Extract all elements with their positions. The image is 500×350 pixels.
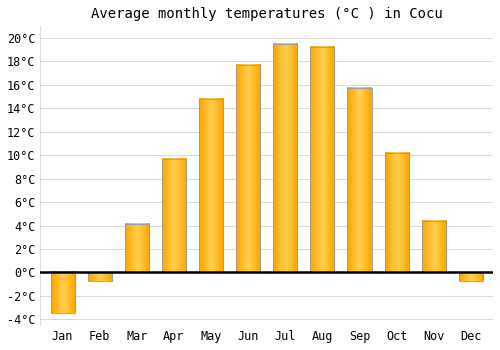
Bar	[384, 153, 408, 272]
Bar	[88, 272, 112, 281]
Bar	[422, 221, 446, 272]
Bar	[348, 89, 372, 272]
Bar	[310, 47, 334, 272]
Bar	[458, 272, 483, 281]
Bar	[236, 65, 260, 272]
Bar	[162, 159, 186, 272]
Bar	[199, 99, 223, 272]
Bar	[273, 44, 297, 272]
Title: Average monthly temperatures (°C ) in Cocu: Average monthly temperatures (°C ) in Co…	[91, 7, 443, 21]
Bar	[124, 224, 149, 272]
Bar	[50, 272, 74, 314]
